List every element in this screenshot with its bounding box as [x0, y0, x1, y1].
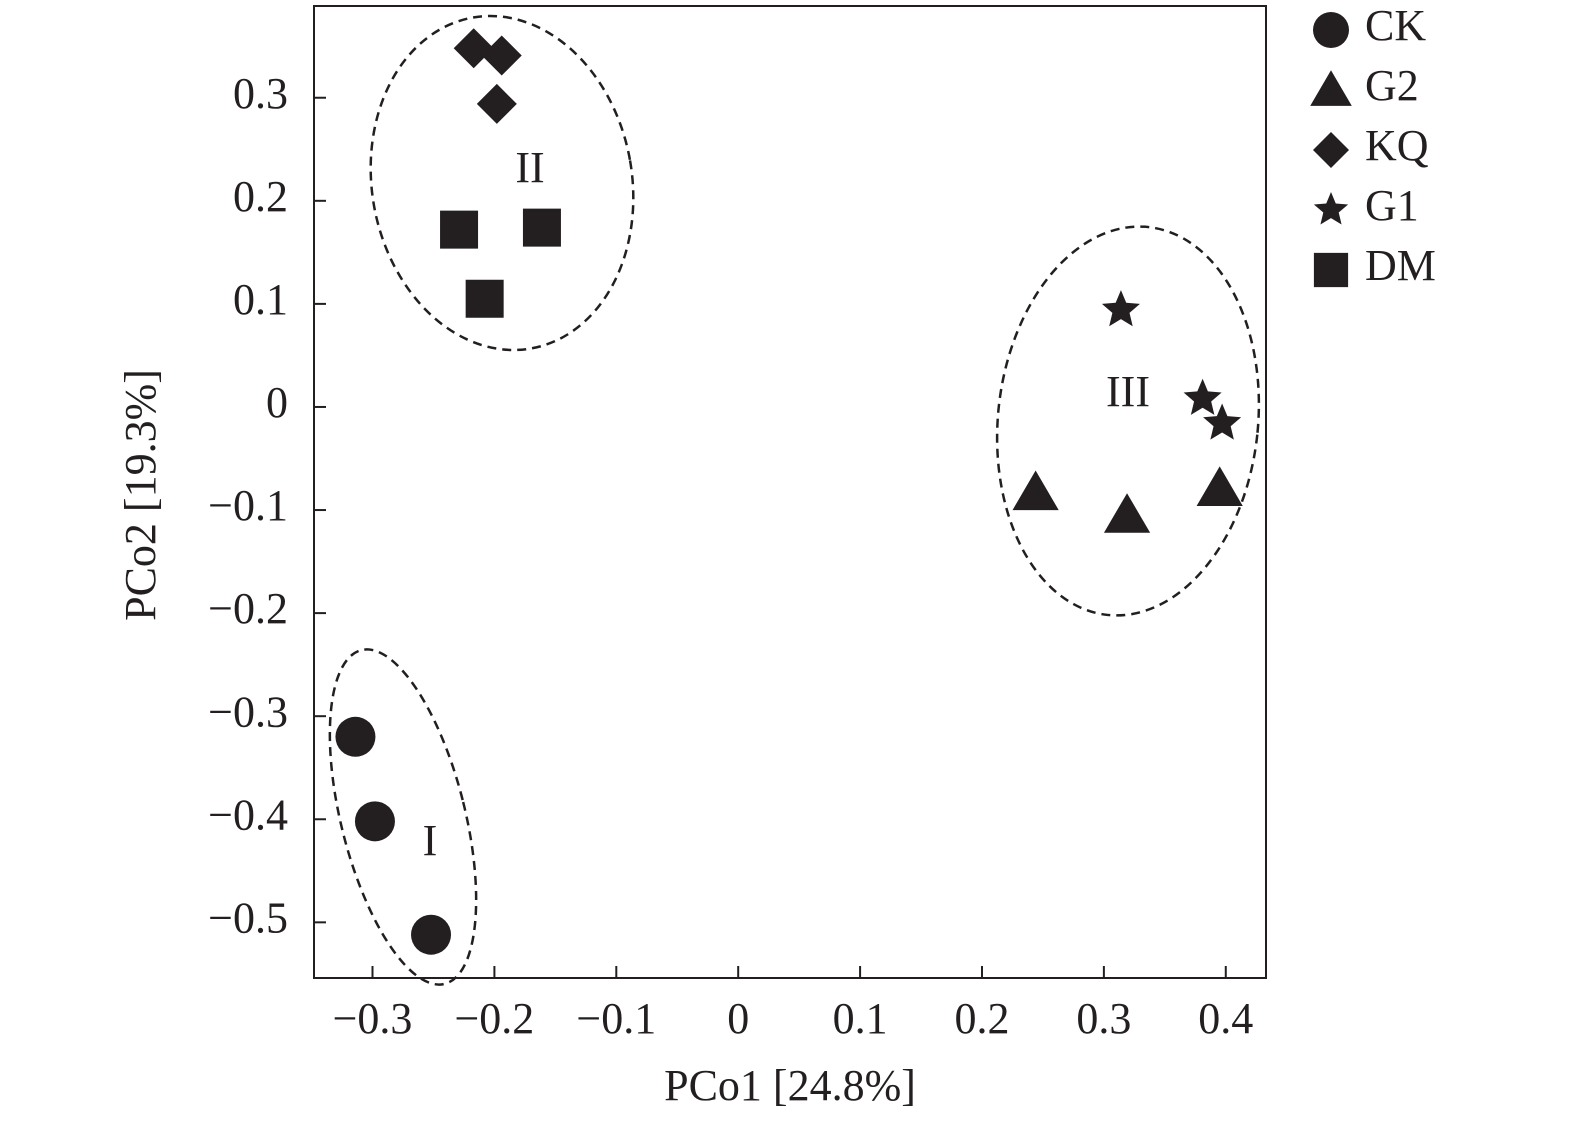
x-tick-label: 0.1 [833, 994, 888, 1043]
point [1103, 493, 1151, 533]
y-tick-label: −0.2 [208, 584, 288, 633]
y-tick-label: −0.5 [208, 893, 288, 942]
cluster-ellipses [328, 14, 1261, 986]
y-tick-label: 0.2 [233, 172, 288, 221]
cluster-label: II [515, 143, 544, 192]
cluster-ellipse [328, 648, 478, 986]
point [335, 716, 376, 757]
point [522, 208, 561, 247]
legend-marker [1310, 70, 1352, 106]
y-tick-label: −0.3 [208, 687, 288, 736]
x-tick-label: −0.1 [576, 994, 656, 1043]
x-tick-label: 0.3 [1076, 994, 1131, 1043]
y-tick-label: 0.3 [233, 69, 288, 118]
cluster-ellipse [995, 225, 1261, 617]
legend-marker [1313, 192, 1349, 225]
legend-label: DM [1365, 241, 1436, 290]
point [440, 210, 479, 249]
plot-frame [313, 5, 1267, 979]
y-axis-title: PCo2 [19.3%] [116, 369, 165, 621]
point [1196, 466, 1243, 506]
legend-marker [1313, 12, 1349, 48]
y-tick-label: −0.1 [208, 481, 288, 530]
point [476, 83, 517, 124]
y-tick-label: −0.4 [208, 790, 288, 839]
legend-label: G2 [1365, 61, 1419, 110]
x-tick-label: −0.2 [454, 994, 534, 1043]
legend-marker [1313, 132, 1349, 168]
point [453, 28, 494, 69]
y-tick-label: 0 [266, 378, 288, 427]
point [1183, 378, 1222, 415]
point [1012, 470, 1059, 511]
x-tick-label: 0 [727, 994, 749, 1043]
point [465, 279, 504, 318]
y-tick-label: 0.1 [233, 275, 288, 324]
cluster-ellipse [369, 14, 635, 352]
legend-label: KQ [1365, 121, 1429, 170]
legend-label: G1 [1365, 181, 1419, 230]
legend-label: CK [1365, 1, 1426, 50]
point [354, 801, 395, 842]
x-tick-label: −0.3 [333, 994, 413, 1043]
cluster-label: III [1106, 367, 1150, 416]
point [481, 35, 522, 76]
x-tick-label: 0.2 [954, 994, 1009, 1043]
x-tick-label: 0.4 [1198, 994, 1253, 1043]
point [411, 914, 452, 955]
legend-marker [1313, 252, 1349, 288]
cluster-label: I [423, 816, 438, 865]
x-axis-title: PCo1 [24.8%] [664, 1061, 916, 1110]
point [1203, 403, 1242, 440]
point [1101, 290, 1140, 327]
